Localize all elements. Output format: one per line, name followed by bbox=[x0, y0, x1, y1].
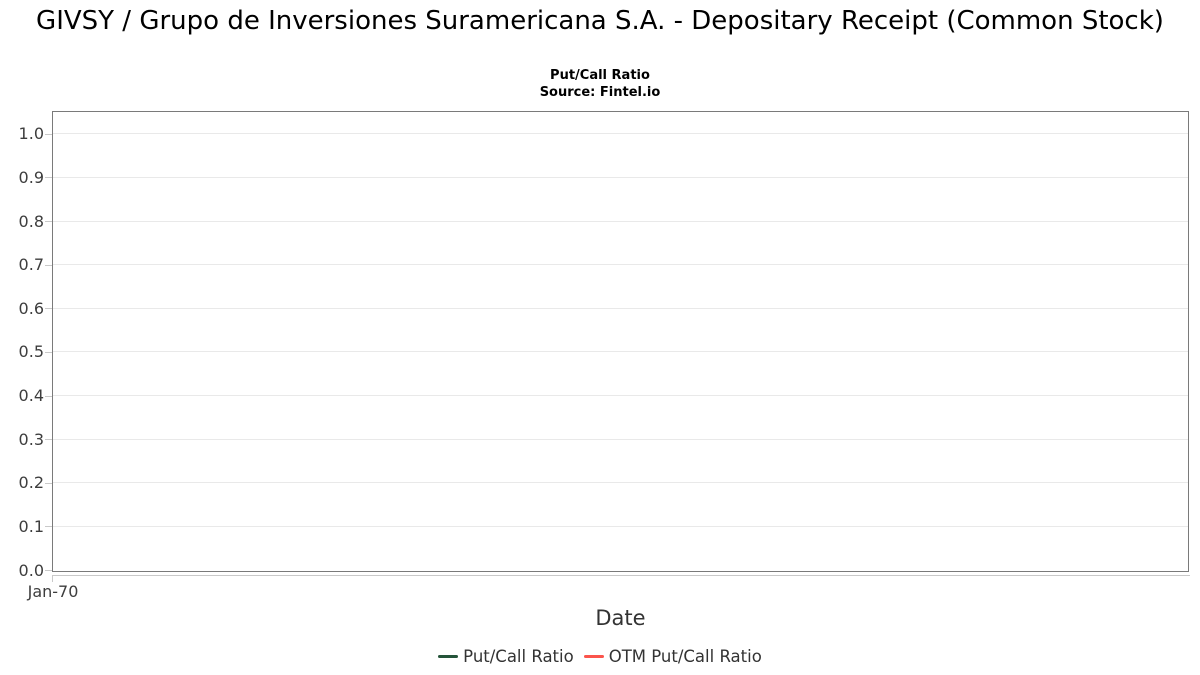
gridline bbox=[53, 351, 1188, 353]
y-tick-mark bbox=[45, 526, 52, 528]
legend: Put/Call Ratio OTM Put/Call Ratio bbox=[0, 647, 1200, 666]
y-tick-label: 0.0 bbox=[18, 560, 44, 580]
y-tick-label: 0.6 bbox=[18, 298, 44, 318]
legend-item-put-call-ratio[interactable]: Put/Call Ratio bbox=[438, 647, 574, 666]
gridline bbox=[53, 264, 1188, 266]
legend-label: OTM Put/Call Ratio bbox=[608, 647, 762, 666]
x-tick-label: Jan-70 bbox=[27, 582, 79, 601]
y-tick-label: 0.8 bbox=[18, 211, 44, 231]
y-tick-label: 0.7 bbox=[18, 255, 44, 275]
x-tick-mark bbox=[52, 576, 53, 582]
y-tick-mark bbox=[45, 351, 52, 353]
gridline bbox=[53, 133, 1188, 135]
legend-item-otm-put-call-ratio[interactable]: OTM Put/Call Ratio bbox=[583, 647, 762, 666]
y-tick-mark bbox=[45, 177, 52, 179]
y-tick-label: 0.5 bbox=[18, 342, 44, 362]
y-tick-label: 0.1 bbox=[18, 516, 44, 536]
gridline bbox=[53, 438, 1188, 440]
x-axis-line bbox=[52, 575, 1190, 576]
y-tick-mark bbox=[45, 264, 52, 266]
put-call-ratio-line-swatch bbox=[438, 654, 459, 659]
chart-subtitle: Put/Call Ratio bbox=[550, 68, 650, 83]
gridline bbox=[53, 176, 1188, 178]
y-tick-mark bbox=[45, 570, 52, 571]
y-tick-label: 1.0 bbox=[18, 124, 44, 144]
y-tick-label: 0.2 bbox=[18, 473, 44, 493]
y-tick-mark bbox=[45, 482, 52, 484]
gridline bbox=[53, 525, 1188, 527]
y-tick-mark bbox=[45, 133, 52, 135]
y-tick-mark bbox=[45, 308, 52, 310]
gridline bbox=[53, 395, 1188, 397]
chart-title: GIVSY / Grupo de Inversiones Suramerican… bbox=[36, 6, 1164, 36]
plot-area bbox=[52, 111, 1189, 572]
y-tick-label: 0.4 bbox=[18, 386, 44, 406]
y-tick-mark bbox=[45, 395, 52, 397]
gridline bbox=[53, 220, 1188, 222]
x-axis-title: Date bbox=[595, 606, 646, 630]
y-tick-mark bbox=[45, 439, 52, 441]
y-tick-mark bbox=[45, 221, 52, 223]
gridline bbox=[53, 307, 1188, 309]
legend-label: Put/Call Ratio bbox=[463, 647, 574, 666]
gridline bbox=[53, 482, 1188, 484]
y-tick-label: 0.9 bbox=[18, 167, 44, 187]
otm-put-call-ratio-line-swatch bbox=[583, 654, 604, 659]
chart-source: Source: Fintel.io bbox=[539, 85, 661, 100]
y-tick-label: 0.3 bbox=[18, 429, 44, 449]
